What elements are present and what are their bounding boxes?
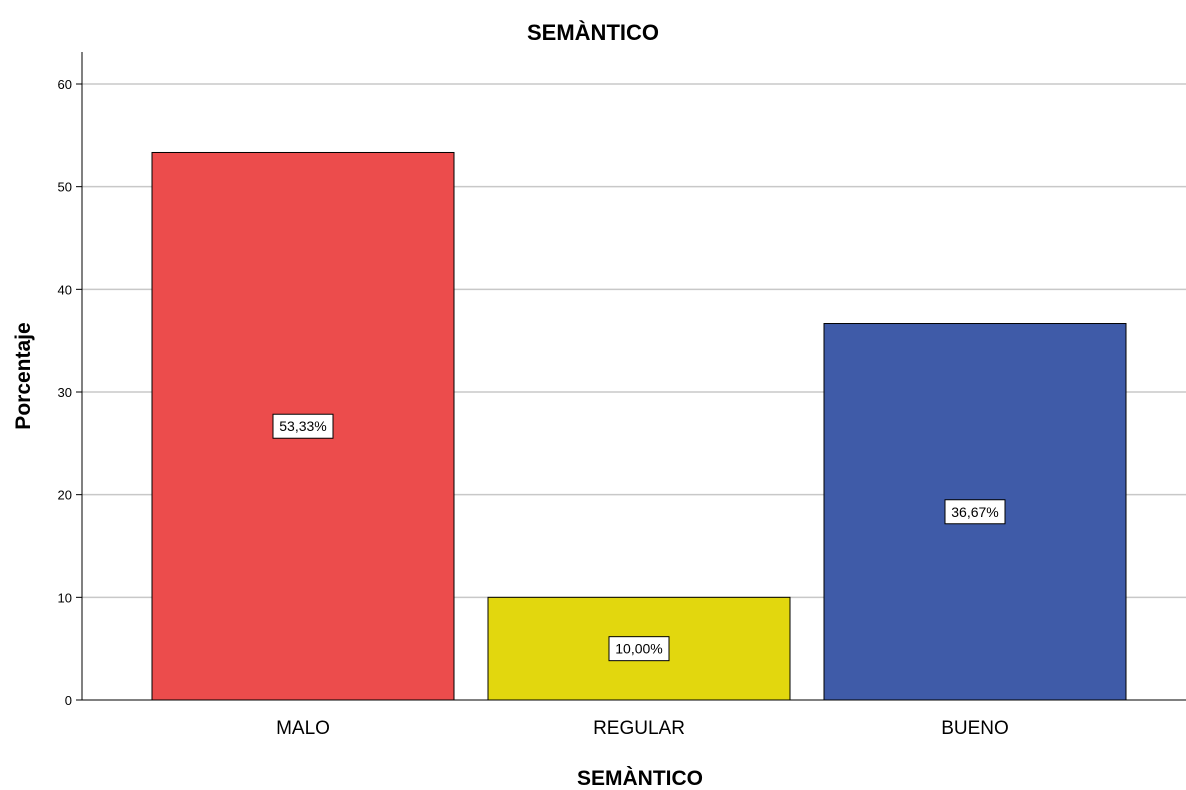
y-tick-label: 50 <box>58 180 72 195</box>
y-axis-title: Porcentaje <box>12 322 35 429</box>
data-label-box <box>944 499 1006 525</box>
y-tick-label: 20 <box>58 488 72 503</box>
y-axis-ticks: 0 10 20 30 40 50 60 <box>58 77 82 708</box>
y-tick-label: 40 <box>58 282 72 297</box>
y-tick-label: 30 <box>58 385 72 400</box>
data-label-box <box>272 413 334 439</box>
x-tick-label: MALO <box>276 718 330 739</box>
data-label: 53,33% <box>279 418 326 434</box>
x-axis-ticks: MALO REGULAR BUENO <box>276 718 1009 739</box>
chart-title: SEMÀNTICO <box>527 20 659 45</box>
x-tick-label: BUENO <box>941 718 1009 739</box>
y-tick-label: 10 <box>58 590 72 605</box>
data-labels: 53,33% 10,00% 36,67% <box>272 413 1006 662</box>
x-tick-label: REGULAR <box>593 718 685 739</box>
data-label: 36,67% <box>951 504 998 520</box>
data-label-box <box>608 636 670 662</box>
data-label: 10,00% <box>615 641 662 657</box>
y-tick-label: 60 <box>58 77 72 92</box>
x-axis-title: SEMÀNTICO <box>577 767 703 790</box>
y-tick-label: 0 <box>65 693 72 708</box>
